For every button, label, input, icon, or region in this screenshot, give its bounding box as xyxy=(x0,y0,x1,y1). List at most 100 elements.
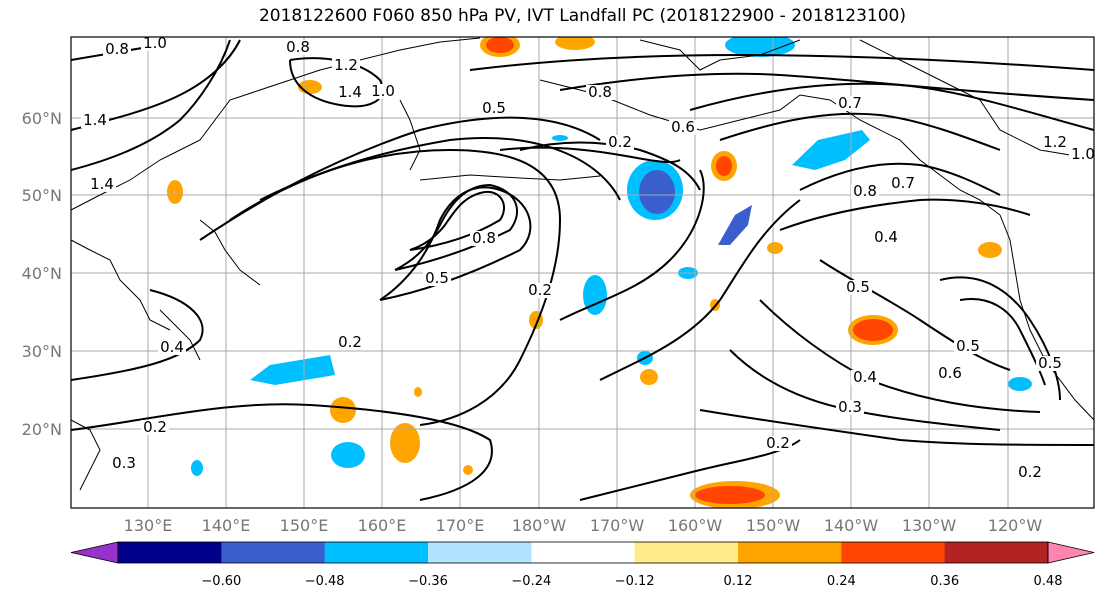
negative-anomaly-patch xyxy=(583,275,607,315)
contour-labels: 0.8 1.0 0.8 1.2 1.4 1.0 0.5 0.8 0.6 0.2 0.7 1.4 1.4 1… xyxy=(81,34,1095,481)
contour-label: 0.2 xyxy=(528,281,552,299)
colorbar-tick-label: −0.12 xyxy=(615,574,655,589)
colorbar: −0.60 −0.48 −0.36 −0.24 −0.12 0.12 0.24 0.36 0.4… xyxy=(70,541,1095,589)
contour-label-bg xyxy=(586,85,614,100)
colorbar-segment xyxy=(944,542,1049,563)
lon-label: 140°E xyxy=(202,516,251,535)
contour-label: 1.4 xyxy=(338,83,362,101)
lon-label: 170°E xyxy=(436,516,485,535)
latitude-labels: 60°N 50°N 40°N 30°N 20°N xyxy=(22,109,62,439)
coastlines xyxy=(71,37,1094,491)
contour-label: 0.5 xyxy=(956,337,980,355)
contour-label-bg xyxy=(110,456,138,471)
contour-label: 0.8 xyxy=(105,40,129,58)
negative-anomaly-patch xyxy=(718,205,752,245)
negative-anomaly-core xyxy=(639,170,675,214)
positive-anomaly-patch xyxy=(414,387,422,397)
contour-label: 1.4 xyxy=(90,175,114,193)
colorbar-frame xyxy=(117,541,1049,564)
contour-label: 0.4 xyxy=(160,338,184,356)
contour-label-bg xyxy=(889,176,917,191)
colorbar-segment xyxy=(634,542,739,563)
negative-anomaly-patch xyxy=(1008,377,1032,391)
contour-label-bg xyxy=(81,113,109,128)
contour-label-bg xyxy=(423,271,451,286)
contour-label: 1.0 xyxy=(371,82,395,100)
contour-label: 0.5 xyxy=(482,99,506,117)
shaded-anomalies xyxy=(167,37,1053,508)
contour-label: 0.3 xyxy=(838,398,862,416)
plot-area: 0.8 1.0 0.8 1.2 1.4 1.0 0.5 0.8 0.6 0.2 0.7 1.4 1.4 1… xyxy=(71,34,1095,508)
negative-anomaly-patch xyxy=(250,355,335,385)
contour-label-bg xyxy=(88,177,116,192)
positive-anomaly-core xyxy=(716,156,732,176)
contour-label-bg xyxy=(851,370,879,385)
lat-label: 40°N xyxy=(22,264,62,283)
contour-label-bg xyxy=(470,231,498,246)
lon-label: 170°W xyxy=(590,516,645,535)
positive-anomaly-core xyxy=(486,37,514,53)
contour-label: 0.8 xyxy=(588,83,612,101)
contour-label: 0.5 xyxy=(1038,354,1062,372)
contour-label: 0.2 xyxy=(608,133,632,151)
positive-anomaly-patch xyxy=(978,242,1002,258)
contour-label-bg xyxy=(158,340,186,355)
contour-label: 0.8 xyxy=(853,182,877,200)
lon-label: 130°E xyxy=(124,516,173,535)
negative-anomaly-patch xyxy=(331,442,365,468)
lon-label: 160°W xyxy=(668,516,723,535)
colorbar-tick-label: 0.36 xyxy=(930,574,959,589)
contour-label: 0.5 xyxy=(846,278,870,296)
pv-contours xyxy=(71,39,1094,501)
contour-label: 0.4 xyxy=(853,368,877,386)
contour-label: 1.4 xyxy=(83,111,107,129)
lat-label: 60°N xyxy=(22,109,62,128)
colorbar-tick-label: 0.12 xyxy=(724,574,753,589)
contour-label: 1.0 xyxy=(1071,145,1095,163)
contour-label: 0.8 xyxy=(286,38,310,56)
contour-label-bg xyxy=(1036,356,1064,371)
colorbar-tick-label: −0.60 xyxy=(201,574,241,589)
contour-label: 0.6 xyxy=(671,118,695,136)
contour-label-bg xyxy=(669,120,697,135)
contour-label: 0.5 xyxy=(425,269,449,287)
contour-label-bg xyxy=(836,96,864,111)
contour-label-bg xyxy=(369,84,397,99)
contour-label: 1.0 xyxy=(143,34,167,52)
contour-label: 0.7 xyxy=(891,174,915,192)
colorbar-tick-label: −0.48 xyxy=(305,574,345,589)
contour-label-bg xyxy=(764,436,792,451)
contour-label-bg xyxy=(872,230,900,245)
colorbar-tick-label: −0.24 xyxy=(511,574,551,589)
map-title: 2018122600 F060 850 hPa PV, IVT Landfall… xyxy=(258,6,906,26)
contour-label: 0.4 xyxy=(874,228,898,246)
negative-anomaly-patch xyxy=(191,460,203,476)
plot-frame xyxy=(70,36,1095,509)
contour-label: 1.2 xyxy=(334,56,358,74)
positive-anomaly-patch xyxy=(167,180,183,204)
contour-label: 0.2 xyxy=(1018,463,1042,481)
contour-label-bg xyxy=(284,40,312,55)
contour-label: 0.8 xyxy=(472,229,496,247)
negative-anomaly-patch xyxy=(725,37,795,57)
contour-label: 0.7 xyxy=(838,94,862,112)
contour-label: 0.3 xyxy=(112,454,136,472)
contour-label-bg xyxy=(844,280,872,295)
lon-label: 140°W xyxy=(824,516,879,535)
contour-label-bg xyxy=(954,339,982,354)
colorbar-extend-low xyxy=(70,541,119,564)
graticule xyxy=(71,37,1094,508)
lat-label: 20°N xyxy=(22,420,62,439)
contour-label-bg xyxy=(1016,465,1044,480)
lon-label: 160°E xyxy=(358,516,407,535)
contour-label: 0.2 xyxy=(143,418,167,436)
contour-label-bg xyxy=(936,366,964,381)
contour-label-bg xyxy=(336,335,364,350)
colorbar-tick-label: −0.36 xyxy=(408,574,448,589)
contour-label: 0.6 xyxy=(938,364,962,382)
lat-label: 30°N xyxy=(22,342,62,361)
lon-label: 150°W xyxy=(746,516,801,535)
positive-anomaly-core xyxy=(695,486,765,504)
lon-label: 150°E xyxy=(280,516,329,535)
